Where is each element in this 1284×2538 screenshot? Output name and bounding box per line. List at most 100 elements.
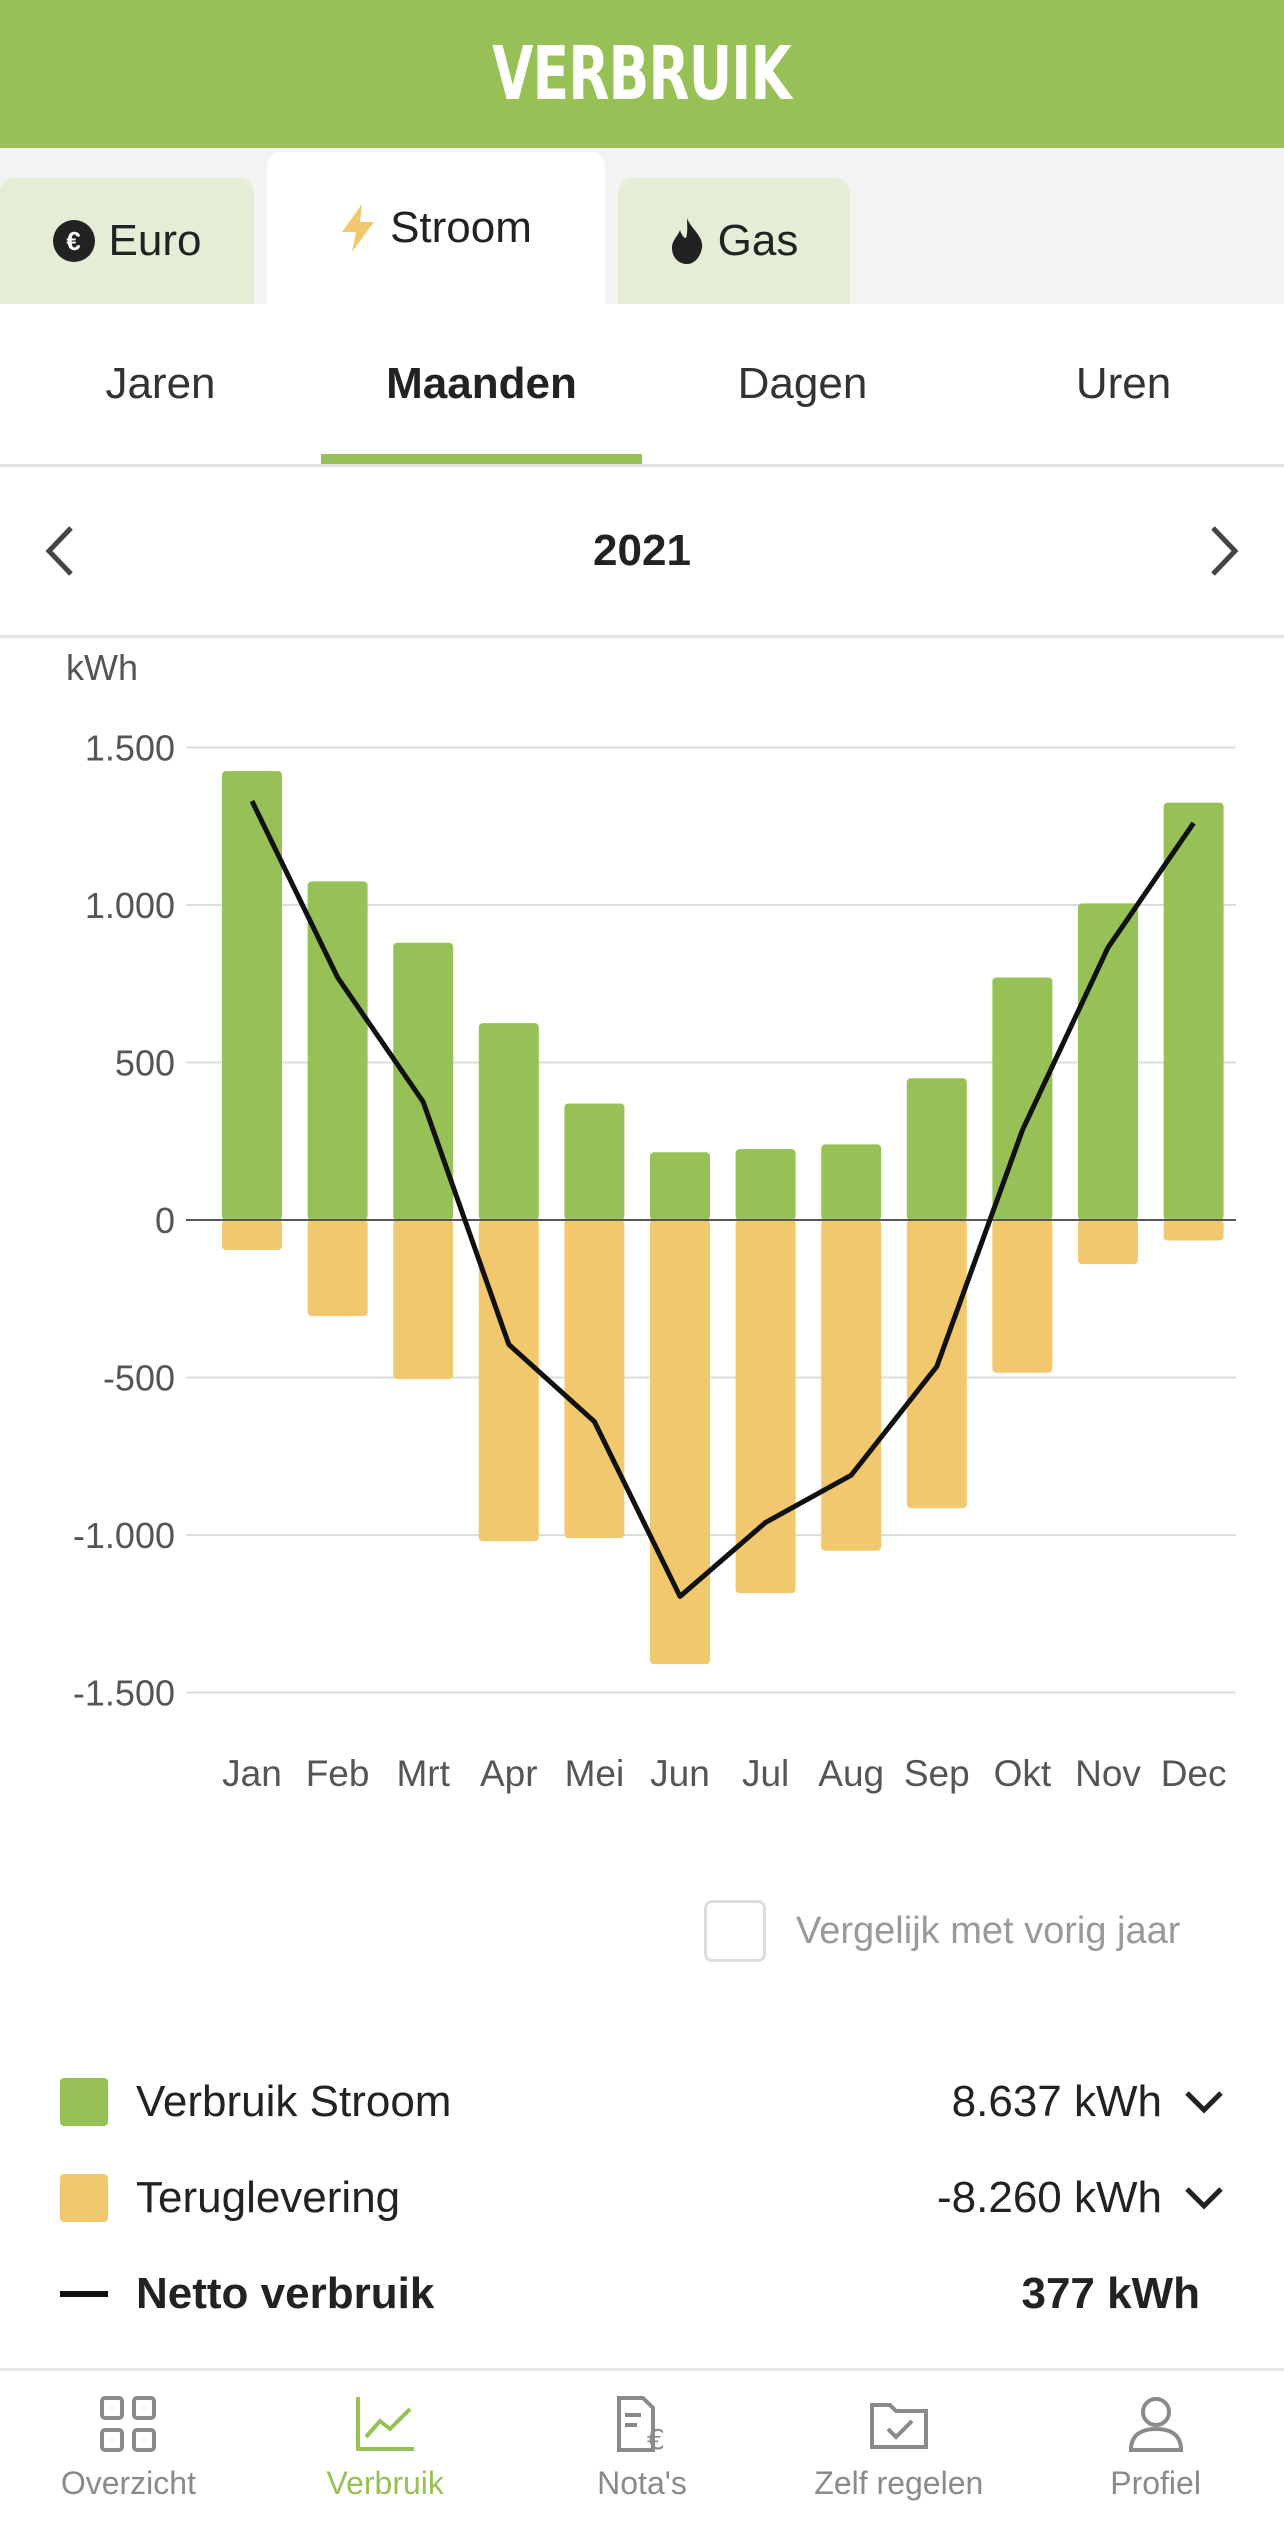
- lightning-icon: [340, 204, 376, 252]
- svg-text:€: €: [647, 2423, 665, 2453]
- tab-stroom[interactable]: Stroom: [267, 152, 605, 304]
- nav-zelf-regelen-label: Zelf regelen: [814, 2465, 984, 2501]
- tab-euro-label: Euro: [108, 216, 202, 265]
- tab-gas-label: Gas: [717, 216, 799, 265]
- nav-verbruik[interactable]: Verbruik: [257, 2371, 514, 2538]
- prev-year-button[interactable]: [0, 467, 120, 635]
- tab-jaren[interactable]: Jaren: [105, 359, 216, 408]
- y-tick-label: -1.500: [73, 1673, 175, 1714]
- return-bar: [1163, 1220, 1224, 1241]
- consumption-bar: [393, 942, 454, 1220]
- consumption-bar: [735, 1149, 796, 1220]
- consumption-bar: [564, 1103, 625, 1220]
- y-tick-label: 1.500: [85, 728, 175, 769]
- euro-circle-icon: €: [52, 220, 95, 262]
- nav-notas-label: Nota's: [597, 2465, 687, 2501]
- page-title: VERBRUIK: [492, 31, 793, 117]
- return-swatch: [60, 2174, 108, 2222]
- tab-maanden[interactable]: Maanden: [321, 304, 642, 464]
- chevron-left-icon: [45, 526, 73, 576]
- compare-label: Vergelijk met vorig jaar: [796, 1909, 1181, 1952]
- net-value: 377 kWh: [1021, 2269, 1200, 2318]
- nav-overzicht[interactable]: Overzicht: [0, 2371, 257, 2538]
- net-line-swatch: [60, 2291, 108, 2297]
- return-bar: [1078, 1220, 1138, 1265]
- flame-icon: [670, 218, 704, 264]
- return-bar: [393, 1220, 454, 1380]
- app-header: VERBRUIK: [0, 0, 1284, 148]
- y-tick-label: 500: [115, 1043, 175, 1084]
- x-tick-label: Okt: [994, 1753, 1052, 1794]
- compare-toggle[interactable]: Vergelijk met vorig jaar: [704, 1900, 1180, 1962]
- return-bar: [222, 1220, 282, 1250]
- consumption-bar: [906, 1078, 967, 1220]
- consumption-label: Verbruik Stroom: [136, 2077, 452, 2126]
- x-tick-label: Feb: [306, 1753, 370, 1794]
- x-tick-label: Nov: [1075, 1753, 1141, 1794]
- nav-zelf-regelen[interactable]: Zelf regelen: [770, 2371, 1027, 2538]
- consumption-bar: [821, 1144, 882, 1220]
- y-tick-label: 1.000: [85, 885, 175, 926]
- legend-consumption[interactable]: Verbruik Stroom 8.637 kWh: [60, 2062, 1224, 2142]
- period-tabs: Jaren Maanden Dagen Uren: [0, 304, 1284, 467]
- return-bar: [564, 1220, 625, 1539]
- year-label: 2021: [593, 526, 691, 575]
- return-bar: [735, 1220, 796, 1594]
- invoice-icon: €: [616, 2396, 665, 2453]
- return-value: -8.260 kWh: [937, 2173, 1162, 2222]
- chart-icon: [356, 2397, 415, 2451]
- next-year-button[interactable]: [1164, 467, 1284, 635]
- folder-check-icon: [869, 2403, 928, 2449]
- nav-profiel[interactable]: Profiel: [1027, 2371, 1284, 2538]
- legend-net: Netto verbruik 377 kWh: [60, 2254, 1224, 2334]
- compare-checkbox[interactable]: [704, 1900, 766, 1962]
- return-bar: [478, 1220, 539, 1542]
- x-tick-label: Apr: [480, 1753, 538, 1794]
- chevron-down-icon[interactable]: [1184, 2090, 1224, 2114]
- x-tick-label: Mei: [565, 1753, 625, 1794]
- consumption-bar: [1163, 802, 1224, 1220]
- tab-stroom-label: Stroom: [390, 203, 532, 252]
- return-label: Teruglevering: [136, 2173, 401, 2222]
- nav-overzicht-label: Overzicht: [60, 2465, 196, 2501]
- legend-return[interactable]: Teruglevering -8.260 kWh: [60, 2158, 1224, 2238]
- consumption-bar: [478, 1023, 539, 1220]
- y-tick-label: -1.000: [73, 1515, 175, 1556]
- consumption-bar: [992, 977, 1053, 1220]
- x-tick-label: Jul: [742, 1753, 789, 1794]
- nav-notas[interactable]: € Nota's: [514, 2371, 771, 2538]
- x-tick-label: Sep: [904, 1753, 970, 1794]
- x-tick-label: Dec: [1161, 1753, 1227, 1794]
- chevron-down-icon[interactable]: [1184, 2186, 1224, 2210]
- return-bar: [992, 1220, 1053, 1373]
- return-bar: [821, 1220, 882, 1551]
- y-axis-label: kWh: [66, 647, 138, 688]
- tab-euro[interactable]: € Euro: [0, 178, 254, 304]
- y-tick-label: 0: [155, 1200, 175, 1241]
- consumption-swatch: [60, 2078, 108, 2126]
- bottom-navigation: Overzicht Verbruik € Nota's Zelf regelen…: [0, 2368, 1284, 2538]
- year-navigator: 2021: [0, 467, 1284, 638]
- tab-dagen[interactable]: Dagen: [737, 359, 868, 408]
- return-bar: [650, 1220, 710, 1665]
- consumption-bar: [307, 881, 368, 1220]
- monthly-chart: kWh 1.500 1.000 500 0 -500 -1.000 -1.500 Jan Feb M…: [66, 647, 1236, 1794]
- x-tick-label: Aug: [818, 1753, 884, 1794]
- x-tick-label: Jan: [222, 1753, 282, 1794]
- grid-icon: [100, 2396, 157, 2452]
- net-line: [249, 799, 1196, 1599]
- nav-profiel-label: Profiel: [1110, 2465, 1201, 2501]
- consumption-bar: [650, 1152, 710, 1220]
- return-bar: [307, 1220, 368, 1317]
- x-tick-label: Mrt: [396, 1753, 450, 1794]
- consumption-value: 8.637 kWh: [951, 2077, 1162, 2126]
- nav-verbruik-label: Verbruik: [326, 2465, 444, 2501]
- chevron-right-icon: [1211, 526, 1239, 576]
- tab-gas[interactable]: Gas: [618, 178, 850, 304]
- x-tick-label: Jun: [650, 1753, 710, 1794]
- energy-tabbar: € Euro Stroom Gas: [0, 148, 1284, 304]
- net-label: Netto verbruik: [136, 2269, 435, 2318]
- tab-uren[interactable]: Uren: [1075, 359, 1172, 408]
- y-tick-label: -500: [103, 1358, 175, 1399]
- consumption-bar: [222, 771, 282, 1220]
